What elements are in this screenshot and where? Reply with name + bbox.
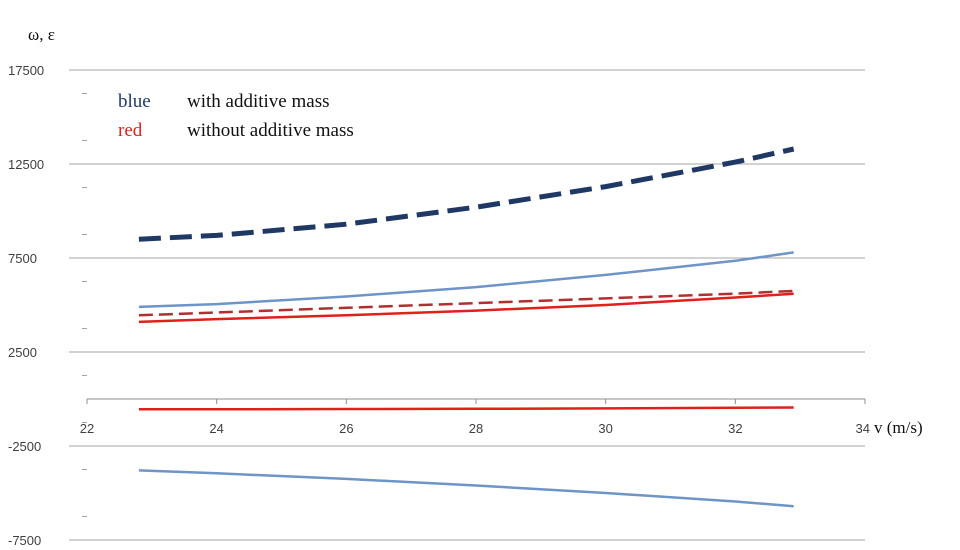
legend-text-blue: with additive mass	[187, 91, 329, 112]
x-tick-label: 26	[339, 421, 353, 436]
x-axis-title: v (m/s)	[874, 418, 923, 437]
y-tick-label: 2500	[8, 345, 37, 360]
legend-key-red: red	[118, 120, 143, 141]
series-line-5	[138, 406, 794, 411]
x-tick-labels: 22 24 26 28 30 32 34	[80, 421, 870, 436]
series-lines	[138, 146, 795, 508]
gridlines	[69, 69, 865, 541]
y-tick-label: 17500	[8, 63, 44, 78]
x-tick-label: 34	[856, 421, 870, 436]
y-tick-labels: 17500 12500 7500 2500 -2500 -7500	[8, 63, 44, 548]
x-axis	[86, 398, 866, 404]
y-tick-label: -7500	[8, 533, 41, 548]
legend-key-blue: blue	[118, 91, 151, 112]
x-tick-label: 28	[469, 421, 483, 436]
x-tick-label: 24	[209, 421, 223, 436]
series-line-1	[138, 146, 795, 242]
y-axis-title: ω, ε	[28, 25, 55, 44]
x-tick-label: 22	[80, 421, 94, 436]
y-tick-label: 12500	[8, 157, 44, 172]
legend-text-red: without additive mass	[187, 120, 354, 141]
y-tick-label: 7500	[8, 251, 37, 266]
x-tick-label: 32	[728, 421, 742, 436]
series-line-2	[138, 251, 794, 309]
y-tick-label: -2500	[8, 439, 41, 454]
x-tick-label: 30	[598, 421, 612, 436]
series-line-4	[138, 292, 794, 324]
legend: blue with additive mass red without addi…	[118, 91, 354, 141]
series-line-6	[138, 469, 794, 508]
